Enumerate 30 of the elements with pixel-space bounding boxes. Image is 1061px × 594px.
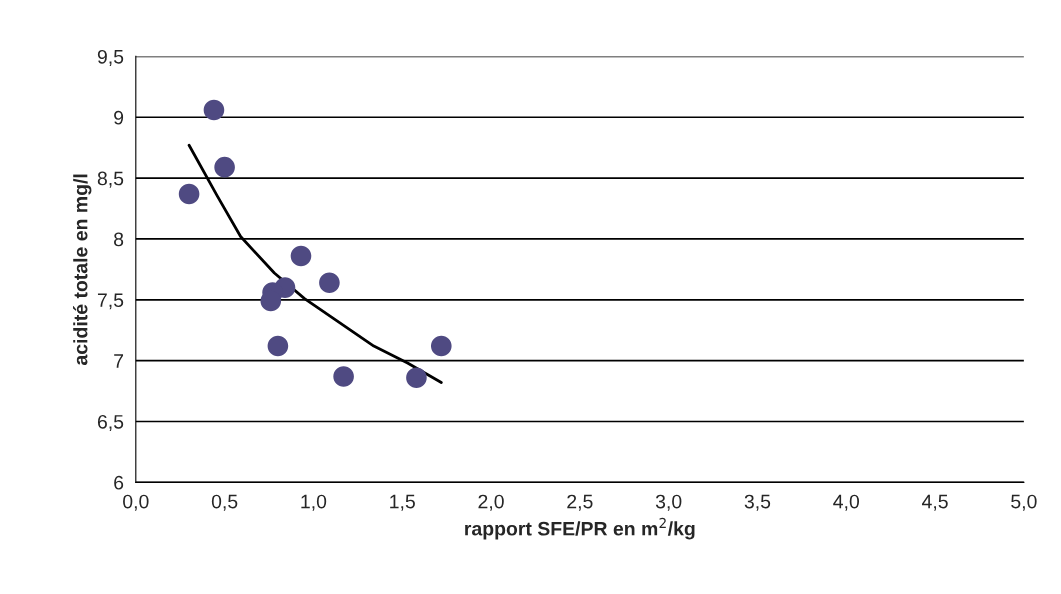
point [178, 183, 200, 205]
point [267, 335, 289, 357]
x-tick-label: 3,5 [744, 494, 771, 511]
x-tick-label: 0,5 [211, 494, 238, 511]
y-tick-label: 9,5 [97, 49, 124, 66]
y-tick-label: 9 [114, 110, 124, 125]
point [406, 367, 427, 388]
x-tick-label: 3,0 [655, 494, 682, 511]
x-tick-label: 1,5 [390, 494, 415, 511]
x-tick-label: 2,0 [478, 494, 504, 511]
x-tick-label: 4,5 [921, 494, 948, 511]
x-axis-title: rapport SFE/PR en m$^{2}$/kg [465, 517, 695, 540]
point [290, 245, 312, 267]
x-tick-label: 2,5 [567, 494, 593, 511]
y-tick-label: 8,5 [97, 171, 124, 188]
y-tick-label: 6,5 [97, 414, 124, 432]
point [214, 156, 235, 178]
point [203, 99, 225, 121]
y-tick-label: 7 [114, 354, 124, 368]
y-axis-title: acidité totale en mg/l [73, 174, 92, 365]
point [319, 272, 340, 294]
x-tick-label: 1,0 [301, 494, 327, 511]
y-tick-label: 7,5 [97, 293, 124, 310]
x-tick-label: 4,0 [833, 494, 860, 511]
y-tick-label: 8 [114, 232, 124, 247]
x-tick-label: 5,0 [1011, 494, 1037, 511]
x-tick-label: 0,0 [123, 494, 149, 511]
point [431, 335, 452, 357]
y-tick-label: 6 [114, 475, 124, 490]
point [333, 366, 354, 387]
